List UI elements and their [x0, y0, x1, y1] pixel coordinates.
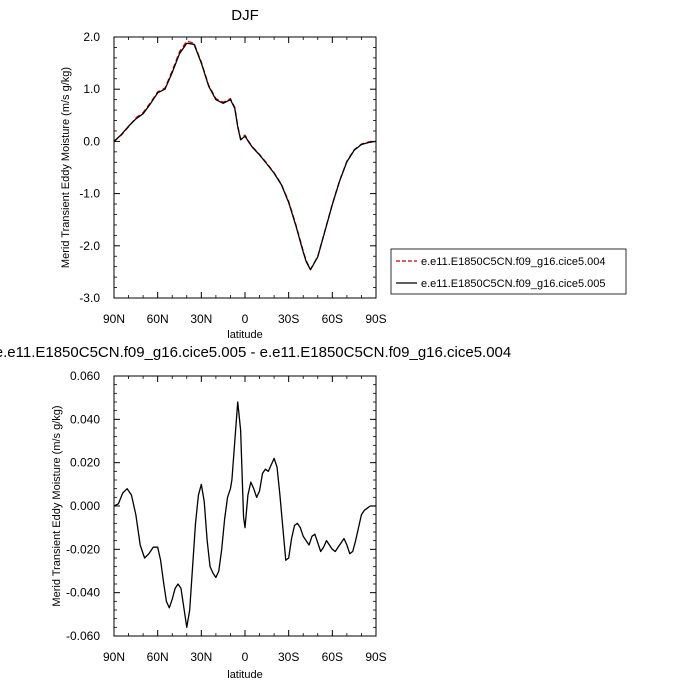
bottom-panel-ticks: 90N 60N 30N 0 30S 60S 90S -0.060 -0.040 -0.020 0.0…: [66, 369, 387, 664]
x-tick-label: 90S: [365, 650, 386, 664]
x-tick-label: 0: [242, 312, 249, 326]
top-panel-frame: [113, 36, 377, 299]
top-panel-ylabel: Merid Transient Eddy Moisture (m/s g/kg): [60, 67, 72, 268]
y-tick-label: -1.0: [79, 187, 100, 201]
y-tick-label: 0.000: [70, 499, 100, 513]
legend-label-005: e.e11.E1850C5CN.f09_g16.cice5.005: [421, 278, 606, 290]
y-tick-label: -2.0: [79, 239, 100, 253]
top-panel-xlabel: latitude: [227, 329, 262, 341]
y-tick-label: 0.020: [70, 456, 100, 470]
top-panel: DJF 90N 60N 30N 0 30S 60S 90S -3.0 -2.0 -1.0 0.0 1.…: [60, 7, 627, 341]
series-line-difference: [113, 401, 376, 628]
y-tick-label: -0.060: [66, 629, 100, 643]
y-tick-label: -0.020: [66, 542, 100, 556]
x-tick-label: 0: [242, 650, 249, 664]
x-tick-label: 60N: [147, 650, 169, 664]
x-tick-label: 60N: [147, 312, 169, 326]
y-tick-label: 0.040: [70, 412, 100, 426]
x-tick-label: 90S: [365, 312, 386, 326]
bottom-panel-lines: [113, 401, 376, 628]
y-tick-label: -0.040: [66, 586, 100, 600]
y-tick-label: 0.0: [83, 134, 100, 148]
top-panel-title: DJF: [231, 7, 259, 24]
y-tick-label: 2.0: [83, 30, 100, 44]
x-tick-label: 90N: [103, 312, 125, 326]
y-tick-label: -3.0: [79, 291, 100, 305]
series-line-005: [113, 42, 377, 271]
bottom-panel-frame: [113, 375, 377, 637]
x-tick-label: 30N: [190, 650, 212, 664]
legend-box: [390, 248, 627, 295]
bottom-panel-xlabel: latitude: [227, 669, 262, 681]
x-tick-label: 30S: [278, 650, 299, 664]
x-tick-label: 30S: [278, 312, 299, 326]
top-panel-ticks: 90N 60N 30N 0 30S 60S 90S -3.0 -2.0 -1.0 0.0 1.0 2.0: [79, 30, 386, 326]
bottom-panel-ylabel: Merid Transient Eddy Moisture (m/s g/kg): [51, 405, 63, 606]
series-line-004: [113, 40, 377, 270]
y-tick-label: 1.0: [83, 82, 100, 96]
x-tick-label: 60S: [322, 650, 343, 664]
x-tick-label: 90N: [103, 650, 125, 664]
bottom-panel: e.e11.E1850C5CN.f09_g16.cice5.005 - e.e1…: [0, 344, 511, 681]
top-panel-lines: [113, 40, 377, 271]
legend-label-004: e.e11.E1850C5CN.f09_g16.cice5.004: [421, 256, 606, 268]
bottom-panel-title: e.e11.E1850C5CN.f09_g16.cice5.005 - e.e1…: [0, 344, 511, 361]
x-tick-label: 30N: [190, 312, 212, 326]
y-tick-label: 0.060: [70, 369, 100, 383]
legend: e.e11.E1850C5CN.f09_g16.cice5.004 e.e11.…: [390, 248, 627, 295]
x-tick-label: 60S: [322, 312, 343, 326]
